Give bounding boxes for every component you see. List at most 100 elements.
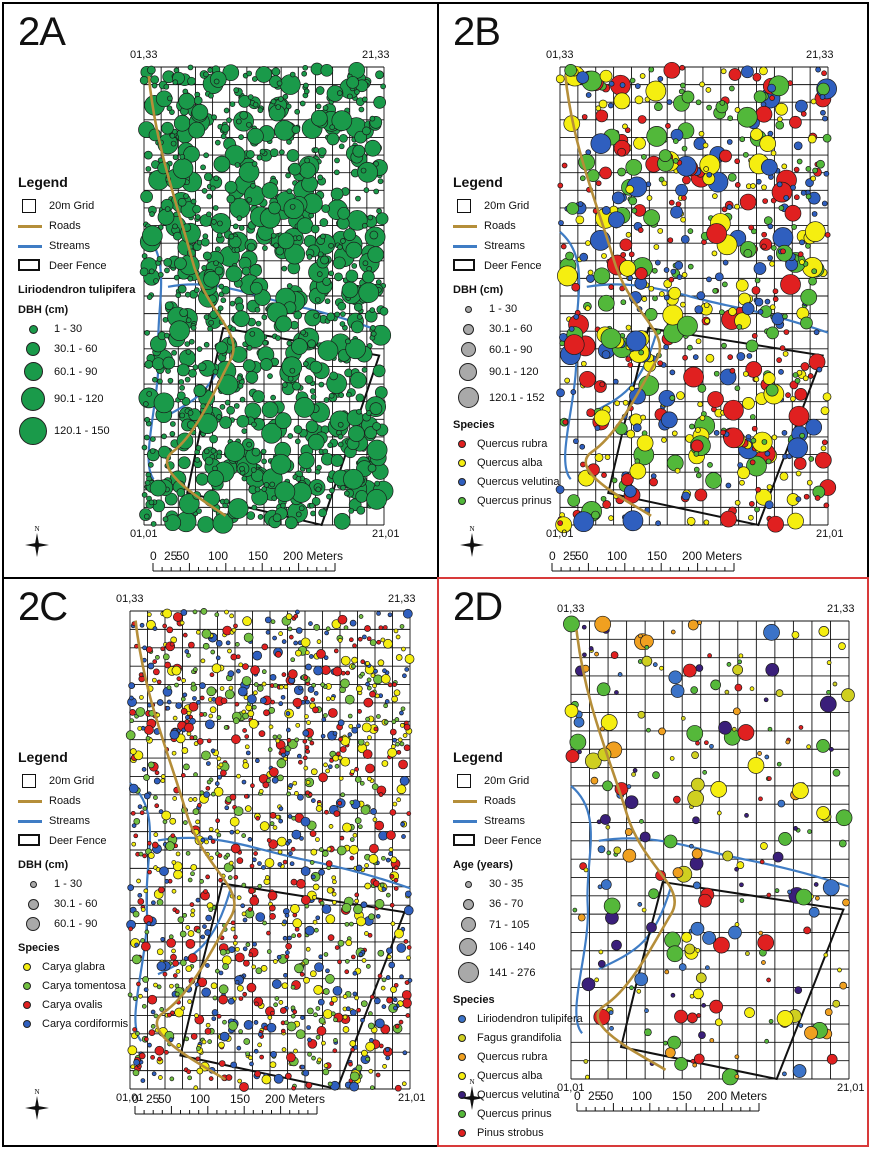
tree-point (287, 935, 292, 941)
tree-point (341, 903, 352, 913)
compass-letter: N (469, 1078, 474, 1086)
tree-point (696, 1013, 702, 1018)
tree-point (625, 330, 647, 352)
tree-point (681, 195, 687, 201)
tree-point (316, 271, 323, 277)
tree-point (238, 161, 260, 183)
tree-point (658, 727, 666, 736)
tree-point (349, 800, 355, 805)
tree-point (130, 1064, 136, 1070)
tree-point (634, 95, 644, 105)
tree-point (820, 445, 827, 452)
tree-point (218, 877, 223, 883)
tree-point (366, 677, 372, 683)
tree-point (170, 421, 176, 427)
tree-point (672, 867, 684, 878)
tree-point (397, 737, 403, 743)
tree-point (322, 1009, 333, 1019)
tree-point (197, 362, 207, 372)
tree-point (376, 208, 382, 214)
tree-point (316, 639, 322, 644)
tree-point (399, 741, 405, 747)
tree-point (636, 988, 642, 994)
legend-size-label: 60.1 - 90 (54, 918, 98, 930)
tree-point (156, 899, 164, 906)
tree-point (736, 352, 746, 361)
tree-point (241, 779, 247, 785)
tree-point (218, 970, 224, 976)
tree-point (327, 764, 333, 770)
tree-point (389, 809, 397, 816)
tree-point (313, 665, 323, 676)
tree-point (814, 451, 832, 469)
tree-point (353, 904, 363, 915)
tree-point (223, 107, 230, 114)
tree-point (770, 150, 777, 157)
tree-point (663, 267, 670, 273)
tree-point (350, 954, 356, 960)
legend-size-item: 106 - 140 (453, 935, 583, 959)
tree-point (568, 326, 575, 332)
map-canvas (563, 615, 855, 1086)
tree-point (321, 204, 331, 213)
size-circle-icon (19, 417, 47, 445)
tree-point (164, 492, 178, 506)
legend-fence-label: Deer Fence (49, 260, 107, 272)
tree-point (770, 245, 777, 251)
legend-streams: Streams (18, 236, 135, 256)
tree-point (356, 1007, 361, 1013)
tree-point (742, 397, 755, 410)
tree-point (608, 284, 615, 290)
tree-point (217, 774, 222, 780)
map-panel-2d: 2D 01,33 21,33 01,01 21,01 Legend 20m Grid Road… (437, 577, 869, 1147)
legend-roads-label: Roads (484, 220, 516, 232)
tree-point (369, 307, 376, 314)
tree-point (601, 253, 607, 259)
tree-point (619, 82, 626, 88)
tree-point (261, 681, 267, 687)
tree-point (323, 713, 328, 718)
tree-point (164, 879, 170, 884)
tree-point (362, 749, 373, 760)
tree-point (317, 998, 325, 1006)
tree-point (620, 251, 627, 258)
tree-point (233, 87, 240, 93)
tree-point (133, 817, 141, 825)
tree-point (162, 653, 170, 661)
tree-point (190, 198, 197, 205)
tree-points (125, 607, 415, 1092)
tree-point (262, 920, 267, 926)
tree-point (337, 433, 344, 440)
tree-point (266, 949, 272, 954)
legend-species-item: Quercus alba (453, 453, 560, 472)
tree-point (377, 973, 383, 979)
tree-point (406, 955, 411, 961)
tree-point (187, 1075, 193, 1081)
tree-point (147, 1042, 152, 1048)
tree-point (318, 508, 327, 518)
tree-point (765, 458, 772, 465)
tree-point (208, 92, 214, 99)
tree-point (205, 1022, 211, 1028)
tree-point (153, 795, 158, 800)
tree-point (275, 814, 281, 820)
tree-point (784, 204, 802, 222)
tree-point (350, 1047, 355, 1053)
tree-point (247, 94, 254, 100)
tree-point (138, 993, 143, 999)
tree-point (227, 498, 249, 519)
legend-size-label: 120.1 - 152 (489, 391, 545, 404)
tree-point (162, 819, 168, 825)
tree-point (652, 662, 658, 667)
tree-point (382, 1063, 387, 1069)
tree-point (235, 654, 241, 660)
tree-point (216, 414, 222, 420)
tree-point (241, 475, 248, 482)
tree-point (199, 879, 204, 884)
tree-point (242, 762, 250, 769)
tree-point (188, 368, 197, 378)
legend-roads: Roads (18, 216, 135, 236)
tree-point (132, 996, 138, 1001)
tree-point (298, 759, 303, 765)
tree-point (341, 281, 359, 299)
